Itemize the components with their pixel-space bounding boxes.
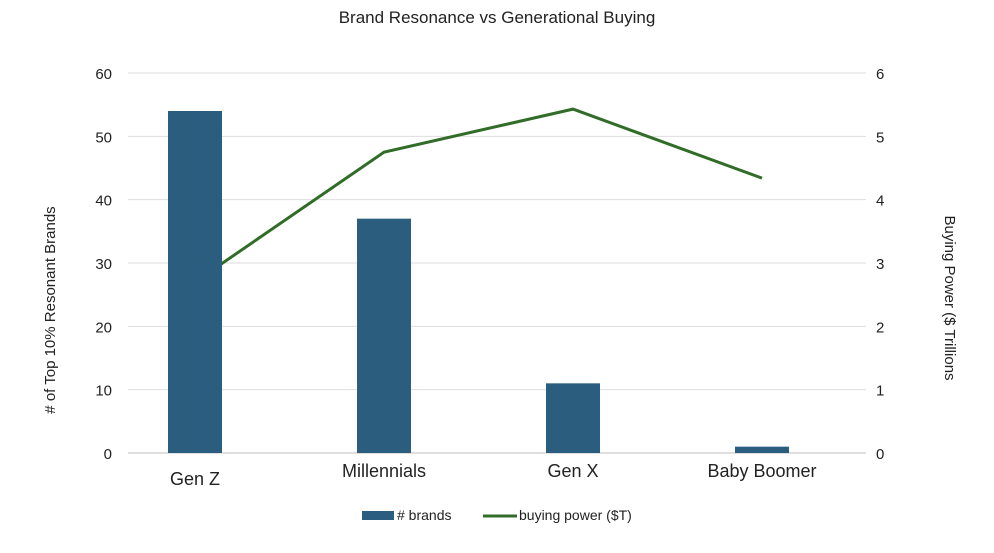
bar-gen-x — [546, 383, 600, 453]
y2-tick-label: 2 — [876, 319, 884, 336]
legend: # brands buying power ($T) — [362, 507, 632, 523]
bar-millennials — [357, 218, 411, 453]
y-tick-label: 10 — [95, 383, 112, 400]
y-tick-label: 50 — [95, 129, 112, 146]
buying-power-line — [194, 107, 763, 284]
y-tick-label: 40 — [95, 193, 112, 210]
chart-title: Brand Resonance vs Generational Buying — [339, 8, 656, 27]
y2-axis-label: Buying Power ($ Trillions — [941, 215, 958, 380]
legend-swatch-brands — [362, 511, 394, 520]
bar-gen-z — [168, 111, 222, 453]
y-tick-label: 20 — [95, 319, 112, 336]
category-label: Baby Boomer — [707, 461, 816, 481]
y2-tick-label: 6 — [876, 66, 884, 83]
y2-tick-label: 3 — [876, 256, 884, 273]
category-label: Millennials — [342, 461, 426, 481]
legend-label-brands: # brands — [397, 507, 451, 523]
category-label: Gen Z — [170, 469, 220, 489]
y2-tick-label: 5 — [876, 129, 884, 146]
legend-label-buying-power: buying power ($T) — [519, 507, 632, 523]
y-axis-label: # of Top 10% Resonant Brands — [42, 206, 59, 413]
y-tick-label: 0 — [104, 446, 112, 463]
y2-tick-label: 1 — [876, 383, 884, 400]
y-tick-label: 60 — [95, 66, 112, 83]
category-label: Gen X — [547, 461, 598, 481]
y2-tick-label: 0 — [876, 446, 884, 463]
y-tick-label: 30 — [95, 256, 112, 273]
bar-baby-boomer — [735, 446, 789, 453]
y2-tick-label: 4 — [876, 193, 884, 210]
